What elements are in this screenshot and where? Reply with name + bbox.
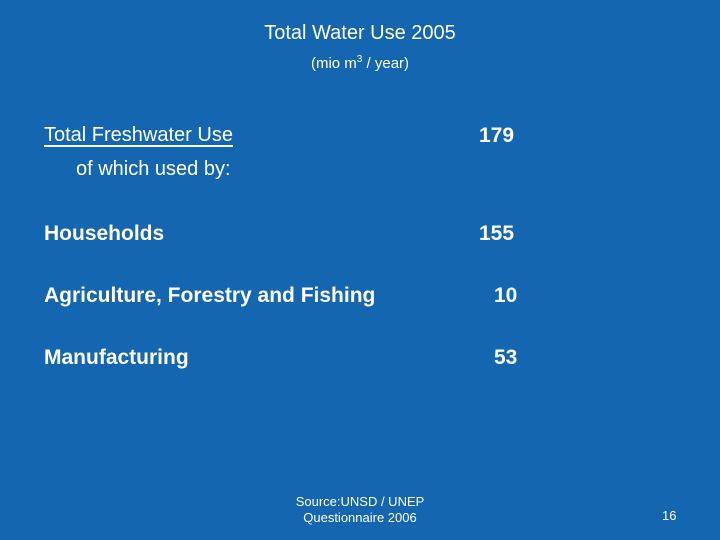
- agriculture-label: Agriculture, Forestry and Fishing: [44, 284, 376, 307]
- total-freshwater-label: Total Freshwater Use: [44, 124, 233, 146]
- slide-title: Total Water Use 2005: [264, 22, 456, 44]
- agriculture-value: 10: [494, 284, 518, 307]
- subtitle-suffix: / year): [362, 55, 410, 72]
- subtitle-prefix: (mio m: [310, 55, 357, 72]
- page-number: 16: [662, 508, 677, 523]
- manufacturing-value: 53: [494, 346, 518, 369]
- manufacturing-label: Manufacturing: [44, 346, 189, 369]
- source-note: Source:UNSD / UNEP Questionnaire 2006: [250, 494, 470, 526]
- slide-subtitle: (mio m3 / year): [0, 54, 720, 72]
- total-freshwater-value: 179: [479, 124, 515, 147]
- source-line-2: Questionnaire 2006: [303, 510, 417, 525]
- households-label: Households: [44, 222, 165, 245]
- subtitle-superscript: 3: [356, 54, 363, 65]
- households-value: 155: [479, 222, 515, 245]
- source-line-1: Source:UNSD / UNEP: [295, 494, 425, 509]
- total-freshwater-sublabel: of which used by:: [76, 158, 231, 180]
